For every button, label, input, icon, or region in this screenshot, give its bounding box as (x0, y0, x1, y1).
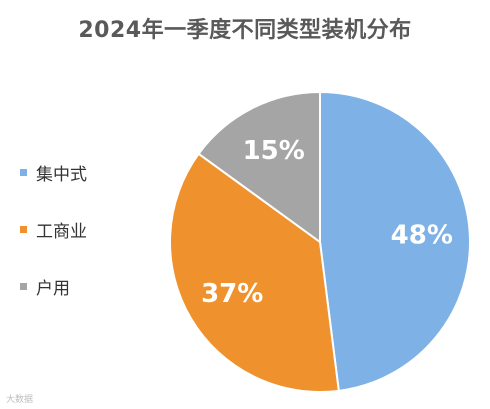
data-label: 15% (243, 136, 305, 166)
legend-label: 集中式 (36, 164, 87, 185)
legend-label: 户用 (36, 278, 70, 299)
watermark: 大数据 (6, 395, 34, 405)
legend-swatch (20, 225, 27, 233)
legend-swatch (20, 282, 27, 290)
legend-label: 工商业 (36, 221, 87, 242)
slice-centralized (319, 90, 471, 392)
legend-swatch (20, 168, 27, 176)
data-label: 48% (391, 221, 453, 251)
slice-household (197, 90, 321, 244)
chart-title: 2024年一季度不同类型装机分布 (78, 18, 412, 43)
legend-item-household: 户用 (20, 274, 87, 299)
legend: 集中式 工商业 户用 (20, 160, 87, 331)
data-label: 37% (201, 279, 263, 309)
slice-commercial (169, 152, 340, 393)
legend-item-commercial: 工商业 (20, 217, 87, 242)
legend-item-centralized: 集中式 (20, 160, 87, 185)
